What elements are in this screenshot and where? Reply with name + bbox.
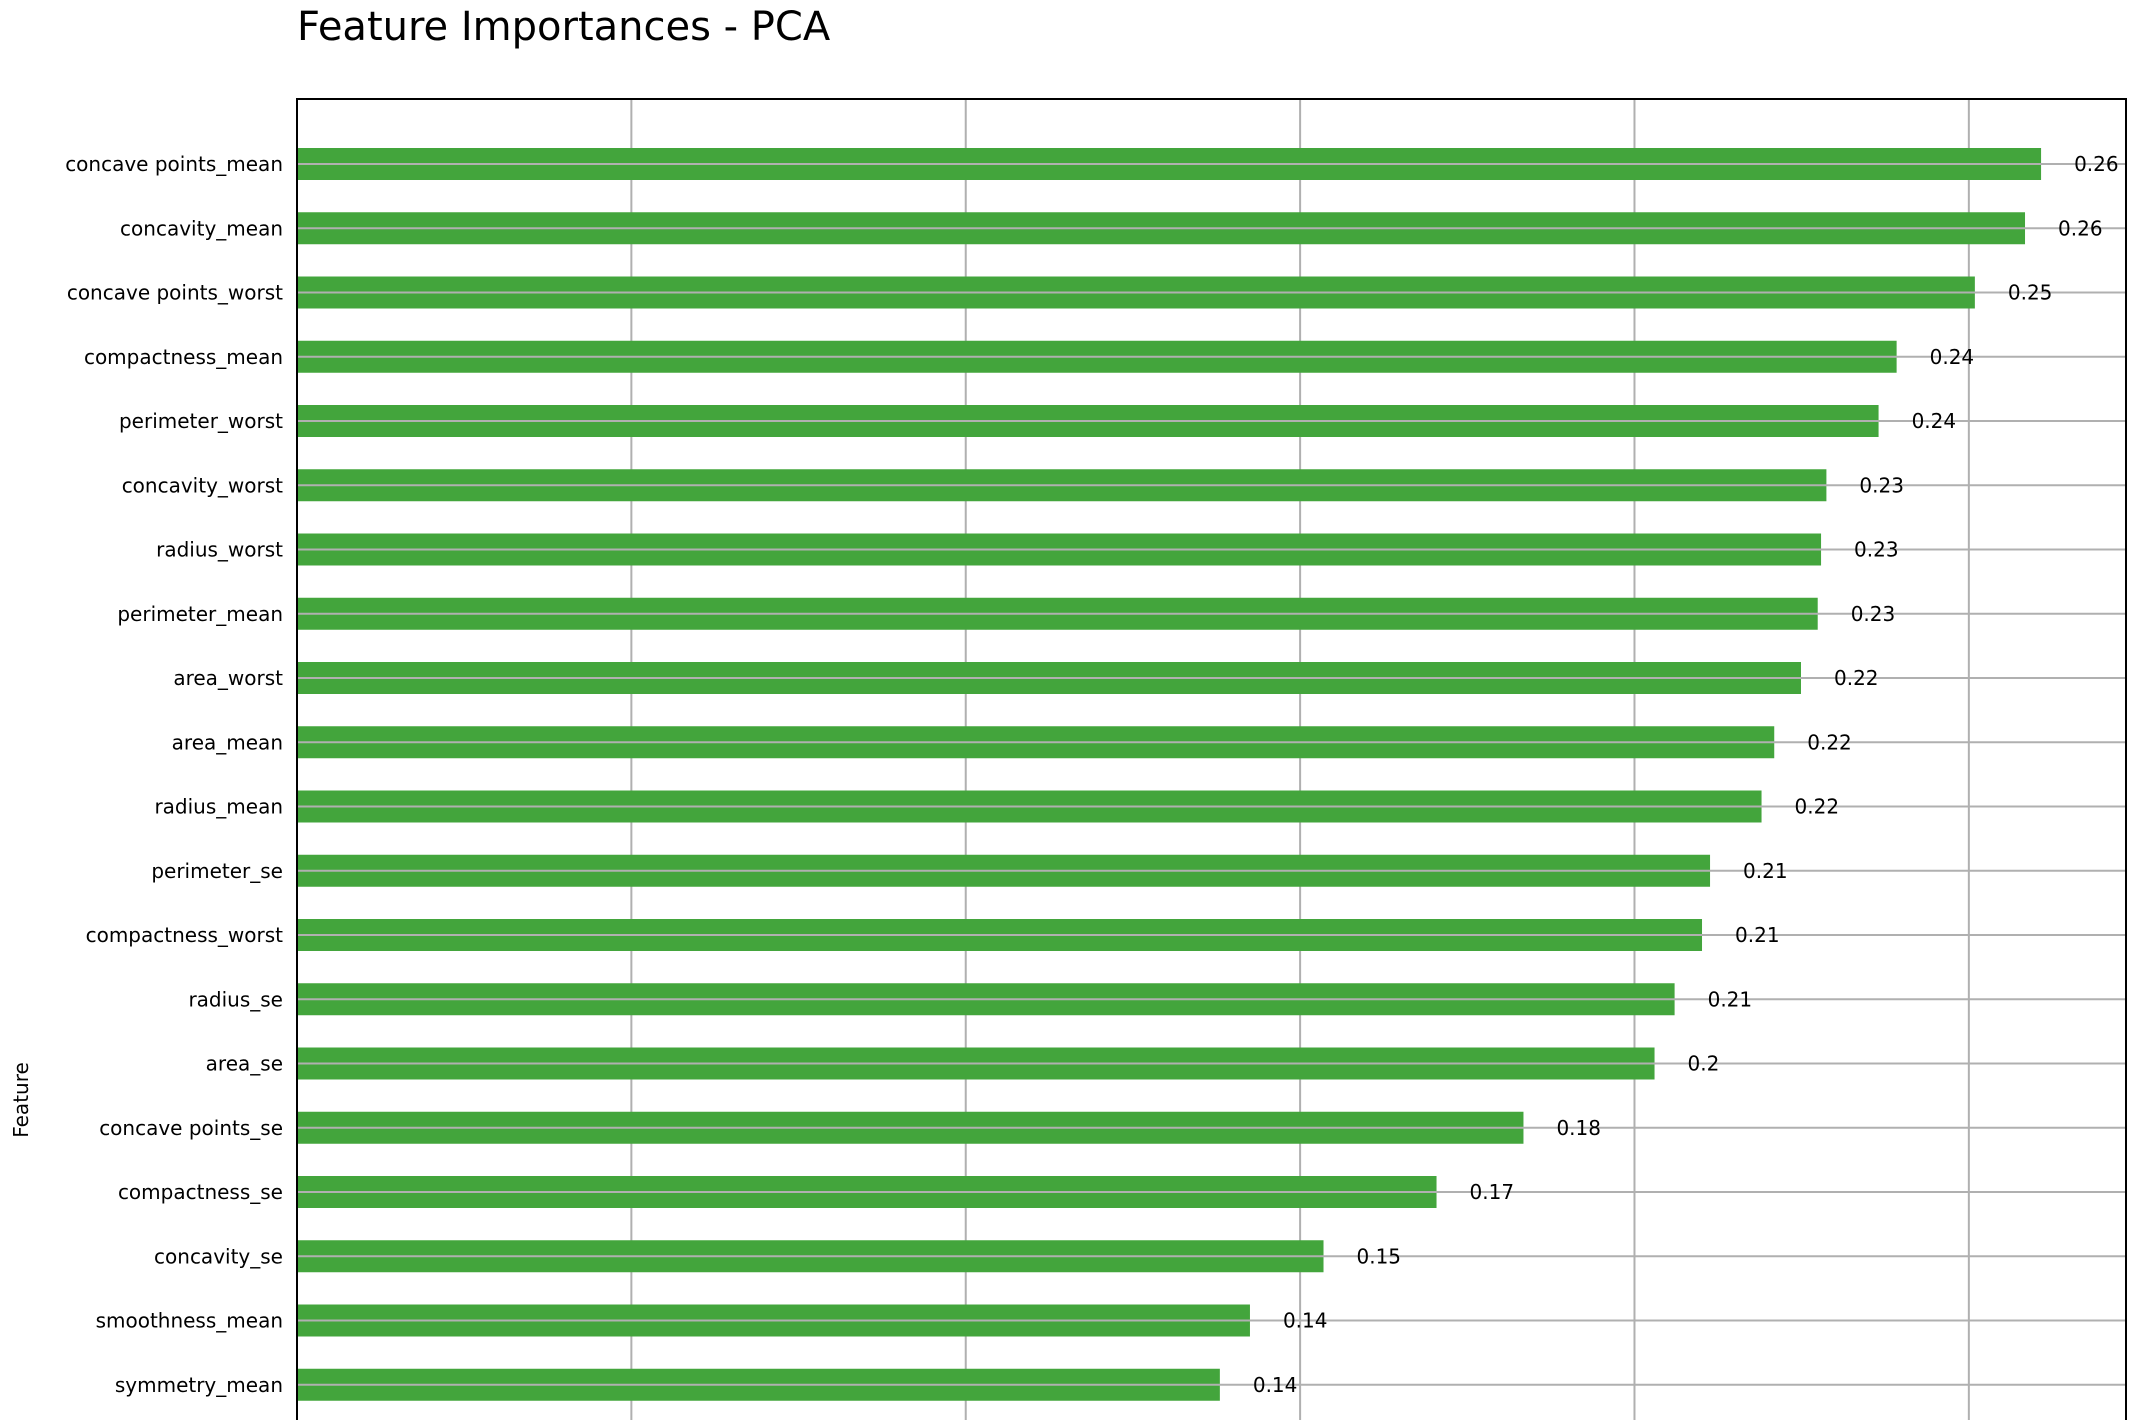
value-label-14: 0.2: [1688, 1052, 1720, 1076]
chart-title: Feature Importances - PCA: [297, 4, 831, 50]
value-label-10: 0.22: [1795, 795, 1840, 819]
y-tick-label-13: radius_se: [188, 987, 283, 1011]
value-label-2: 0.25: [2008, 281, 2053, 305]
plot-frame: [296, 98, 2127, 1420]
value-label-19: 0.14: [1253, 1373, 1298, 1397]
y-tick-label-11: perimeter_se: [151, 859, 283, 883]
y-axis-label: Feature: [9, 1062, 33, 1138]
y-tick-label-19: symmetry_mean: [115, 1373, 283, 1397]
value-label-1: 0.26: [2058, 216, 2103, 240]
value-label-18: 0.14: [1283, 1309, 1328, 1333]
value-label-13: 0.21: [1708, 987, 1753, 1011]
y-tick-label-15: concave points_se: [99, 1116, 283, 1140]
value-label-11: 0.21: [1743, 859, 1788, 883]
y-tick-label-7: perimeter_mean: [117, 602, 283, 626]
value-label-15: 0.18: [1556, 1116, 1601, 1140]
value-label-5: 0.23: [1859, 473, 1904, 497]
y-tick-label-2: concave points_worst: [67, 281, 283, 305]
horizontal-gridlines: [297, 163, 2126, 1386]
y-tick-label-10: radius_mean: [154, 795, 283, 819]
y-tick-label-6: radius_worst: [156, 538, 283, 562]
y-tick-label-9: area_mean: [172, 730, 283, 754]
y-tick-label-8: area_worst: [173, 666, 283, 690]
value-label-17: 0.15: [1357, 1244, 1402, 1268]
value-label-7: 0.23: [1851, 602, 1896, 626]
value-label-4: 0.24: [1912, 409, 1957, 433]
y-tick-label-4: perimeter_worst: [119, 409, 283, 433]
value-label-3: 0.24: [1930, 345, 1975, 369]
y-tick-label-1: concavity_mean: [120, 216, 283, 240]
value-label-16: 0.17: [1470, 1180, 1515, 1204]
value-label-12: 0.21: [1735, 923, 1780, 947]
y-tick-label-12: compactness_worst: [86, 923, 284, 947]
value-label-9: 0.22: [1807, 730, 1852, 754]
y-tick-label-5: concavity_worst: [122, 473, 283, 497]
y-tick-label-16: compactness_se: [118, 1180, 283, 1204]
value-label-0: 0.26: [2074, 152, 2119, 176]
y-tick-label-18: smoothness_mean: [96, 1309, 283, 1333]
y-tick-label-14: area_se: [206, 1052, 283, 1076]
y-tick-labels: concave points_mean concavity_meanconcave…: [65, 152, 283, 1397]
value-labels: 0.26 0.26 0.25 0.24 0.24 0.23 0.23 0.23 0.22 0.22…: [1253, 152, 2119, 1397]
bars: [297, 148, 2042, 1401]
y-tick-label-0: concave points_mean: [65, 152, 283, 176]
y-tick-label-3: compactness_mean: [84, 345, 283, 369]
y-tick-label-17: concavity_se: [154, 1244, 283, 1268]
value-label-8: 0.22: [1834, 666, 1879, 690]
value-label-6: 0.23: [1854, 538, 1899, 562]
